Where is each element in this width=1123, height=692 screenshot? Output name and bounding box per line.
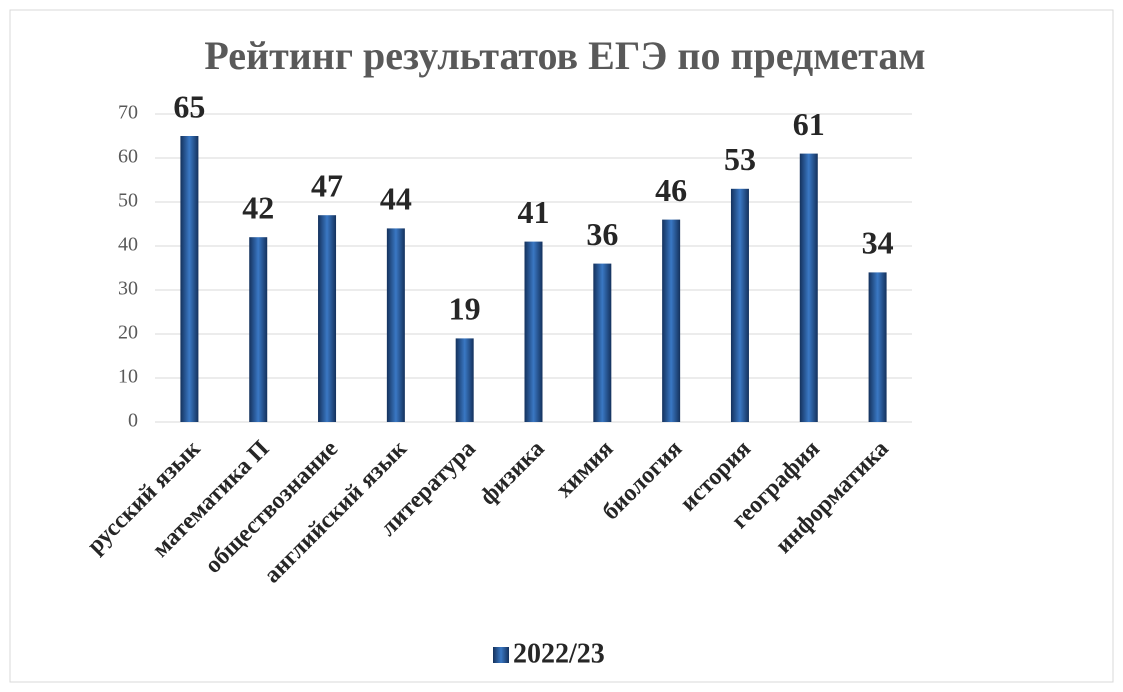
- bar: [249, 237, 268, 422]
- data-label: 36: [586, 216, 618, 252]
- data-label: 41: [518, 194, 550, 230]
- data-label: 53: [724, 141, 756, 177]
- y-tick-label: 0: [128, 410, 138, 432]
- y-tick-label: 20: [118, 322, 138, 344]
- legend-swatch: [493, 647, 509, 663]
- data-label: 47: [311, 168, 343, 204]
- bar: [662, 219, 681, 422]
- data-label: 19: [449, 291, 481, 327]
- data-label: 34: [862, 225, 894, 261]
- bar: [180, 136, 199, 422]
- legend-label: 2022/23: [513, 638, 605, 669]
- y-tick-label: 60: [118, 146, 138, 168]
- y-tick-label: 50: [118, 190, 138, 212]
- bar: [318, 215, 337, 422]
- data-label: 42: [242, 190, 274, 226]
- y-tick-label: 70: [118, 102, 138, 124]
- data-label: 65: [173, 88, 205, 124]
- bar: [386, 228, 405, 422]
- data-label: 46: [655, 172, 687, 208]
- y-tick-label: 40: [118, 234, 138, 256]
- bar: [799, 153, 818, 422]
- data-label: 44: [380, 181, 412, 217]
- y-tick-label: 30: [118, 278, 138, 300]
- bar: [593, 263, 612, 422]
- bar: [455, 338, 474, 422]
- bar: [868, 272, 887, 422]
- bar: [730, 188, 749, 422]
- chart-title: Рейтинг результатов ЕГЭ по предметам: [204, 33, 925, 78]
- data-label: 61: [793, 106, 825, 142]
- y-tick-label: 10: [118, 366, 138, 388]
- bar: [524, 241, 543, 422]
